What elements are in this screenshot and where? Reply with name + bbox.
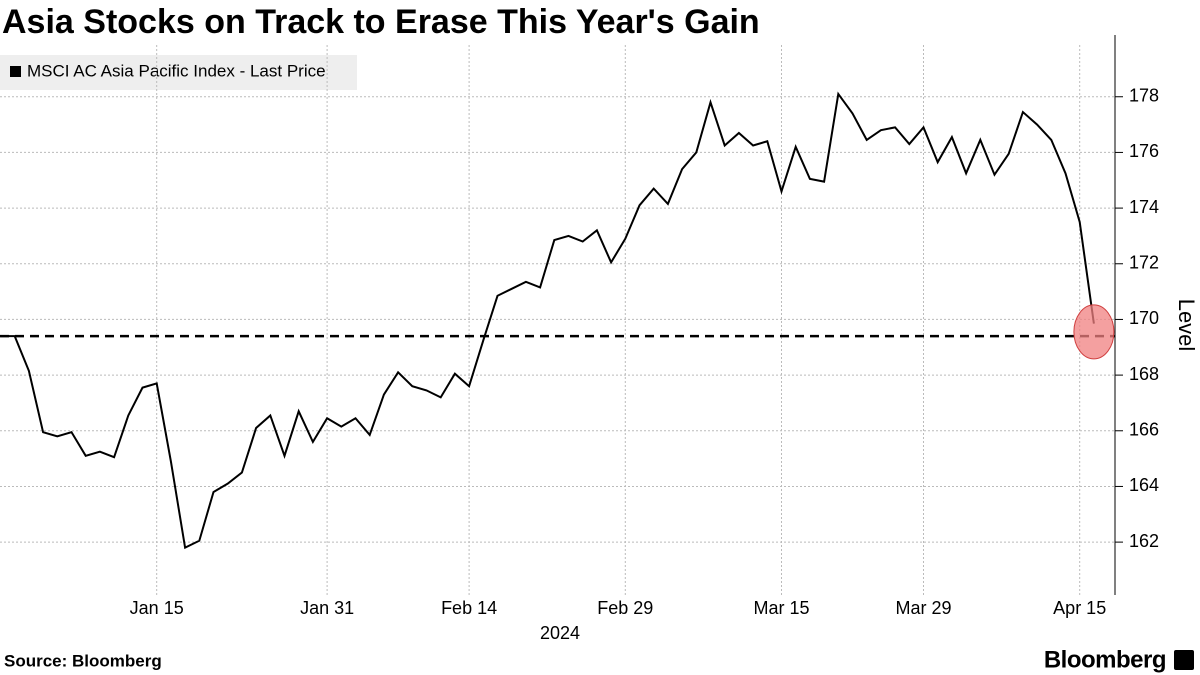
x-tick-label: Mar 15: [753, 598, 809, 618]
y-tick-label: 166: [1129, 420, 1159, 440]
x-axis-label: 2024: [540, 623, 580, 643]
y-tick-label: 164: [1129, 475, 1159, 495]
y-tick-label: 168: [1129, 364, 1159, 384]
highlight: [1073, 304, 1115, 360]
x-tick-label: Apr 15: [1053, 598, 1106, 618]
y-tick-label: 162: [1129, 531, 1159, 551]
y-tick-label: 174: [1129, 197, 1159, 217]
x-tick-label: Feb 14: [441, 598, 497, 618]
legend-box: [0, 55, 357, 90]
legend-label: MSCI AC Asia Pacific Index - Last Price: [27, 61, 326, 80]
logo-icon: [1174, 650, 1194, 670]
y-tick-label: 170: [1129, 308, 1159, 328]
source: Source: Bloomberg: [4, 651, 162, 670]
logo: Bloomberg: [1044, 646, 1166, 673]
y-tick-label: 172: [1129, 253, 1159, 273]
x-tick-label: Mar 29: [895, 598, 951, 618]
line: [0, 91, 1095, 550]
x-tick-label: Jan 15: [130, 598, 184, 618]
legend-swatch: [10, 66, 21, 77]
chart-title: Asia Stocks on Track to Erase This Year'…: [2, 3, 760, 41]
x-tick-label: Jan 31: [300, 598, 354, 618]
y-axis-label: Level: [1174, 299, 1199, 352]
x-tick-label: Feb 29: [597, 598, 653, 618]
y-tick-label: 178: [1129, 86, 1159, 106]
y-tick-label: 176: [1129, 141, 1159, 161]
